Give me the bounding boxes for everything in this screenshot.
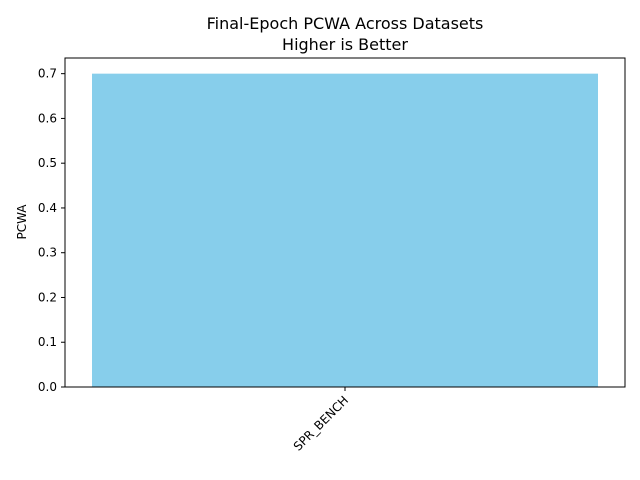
- y-tick-label: 0.3: [38, 246, 57, 260]
- y-axis-label: PCWA: [15, 204, 29, 240]
- y-tick-label: 0.2: [38, 290, 57, 304]
- x-axis-ticks: SPR_BENCH: [291, 387, 351, 454]
- y-tick-label: 0.0: [38, 380, 57, 394]
- chart-title: Final-Epoch PCWA Across Datasets: [207, 14, 484, 33]
- y-tick-label: 0.4: [38, 201, 57, 215]
- plot-frame: [64, 57, 626, 388]
- bar-spr-bench: [92, 73, 598, 388]
- y-tick-label: 0.5: [38, 156, 57, 170]
- y-tick-label: 0.7: [38, 67, 57, 81]
- y-axis-ticks: 0.0 0.1 0.2 0.3 0.4 0.5 0.6 0.7: [38, 67, 65, 394]
- chart-subtitle: Higher is Better: [282, 35, 408, 54]
- x-tick-label: SPR_BENCH: [291, 393, 351, 453]
- bars-group: [92, 73, 598, 388]
- y-tick-label: 0.1: [38, 335, 57, 349]
- y-tick-label: 0.6: [38, 111, 57, 125]
